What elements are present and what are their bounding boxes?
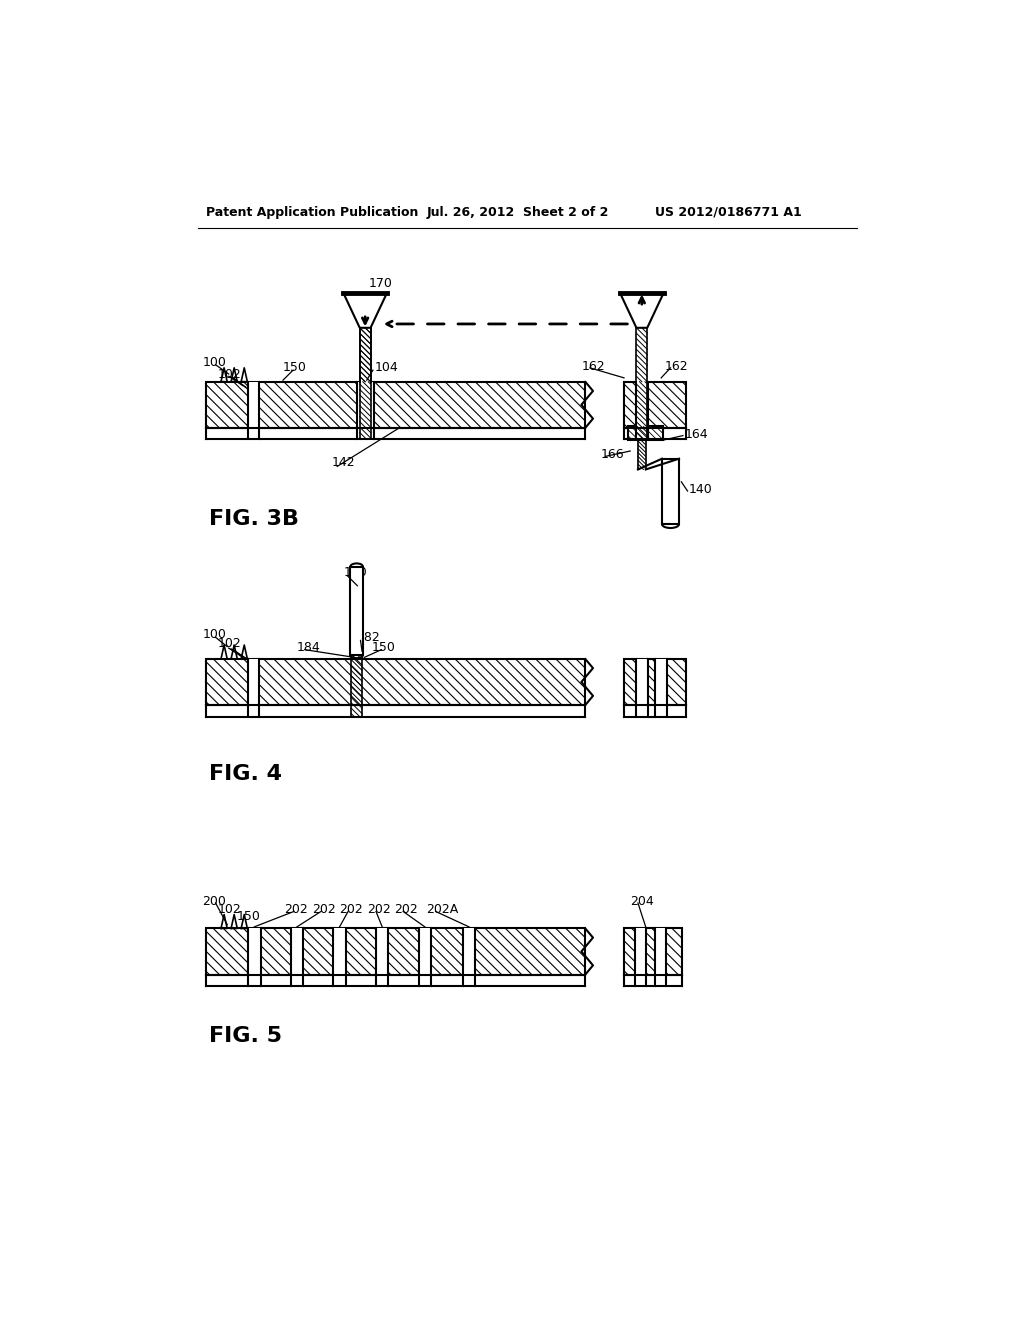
Bar [655,928,666,986]
Text: FIG. 5: FIG. 5 [209,1026,283,1047]
Text: Jul. 26, 2012  Sheet 2 of 2: Jul. 26, 2012 Sheet 2 of 2 [426,206,608,219]
Bar [248,928,260,986]
Text: Patent Application Publication: Patent Application Publication [206,206,418,219]
Text: 166: 166 [601,449,625,462]
Text: 102: 102 [218,638,242,649]
Text: FIG. 4: FIG. 4 [209,764,283,784]
Text: 202: 202 [394,903,418,916]
Bar [624,381,686,428]
Bar [636,381,648,440]
Text: 202: 202 [367,903,390,916]
Bar [248,659,259,717]
Bar [206,381,586,428]
Text: 140: 140 [343,566,368,579]
Polygon shape [621,293,664,327]
Bar [334,928,346,986]
Bar [636,327,647,381]
Text: 150: 150 [237,911,260,924]
Text: 164: 164 [684,428,708,441]
Text: 202A: 202A [426,903,459,916]
Bar [655,659,668,717]
Text: 202: 202 [339,903,362,916]
Text: 150: 150 [283,362,307,375]
Text: 162: 162 [665,360,689,372]
Bar [248,381,259,440]
Polygon shape [343,293,387,327]
Text: 182: 182 [356,631,380,644]
Bar [624,928,682,974]
Text: 202: 202 [311,903,336,916]
Text: 202: 202 [285,903,308,916]
Text: FIG. 3B: FIG. 3B [209,508,299,529]
Text: 184: 184 [297,640,321,653]
Bar [463,928,475,986]
Bar [662,459,679,524]
Text: 102: 102 [218,367,242,380]
Bar [206,659,586,705]
Text: 100: 100 [203,356,226,370]
Text: 204: 204 [630,895,654,908]
Text: US 2012/0186771 A1: US 2012/0186771 A1 [655,206,802,219]
Bar [356,381,374,440]
Bar [350,566,362,655]
Bar [206,928,586,974]
Text: 102: 102 [218,903,242,916]
Text: 170: 170 [369,277,392,290]
Bar [291,928,303,986]
Bar [635,928,646,986]
Text: 100: 100 [203,628,226,640]
Text: 142: 142 [332,455,355,469]
Text: 150: 150 [372,640,396,653]
Bar [624,659,686,705]
Text: 104: 104 [375,362,398,375]
Text: 200: 200 [203,895,226,908]
Bar [376,928,388,986]
Bar [636,659,648,717]
Text: 162: 162 [583,360,606,372]
Bar [419,928,431,986]
Bar [628,426,663,441]
Text: 140: 140 [689,483,713,496]
Bar [359,327,371,381]
